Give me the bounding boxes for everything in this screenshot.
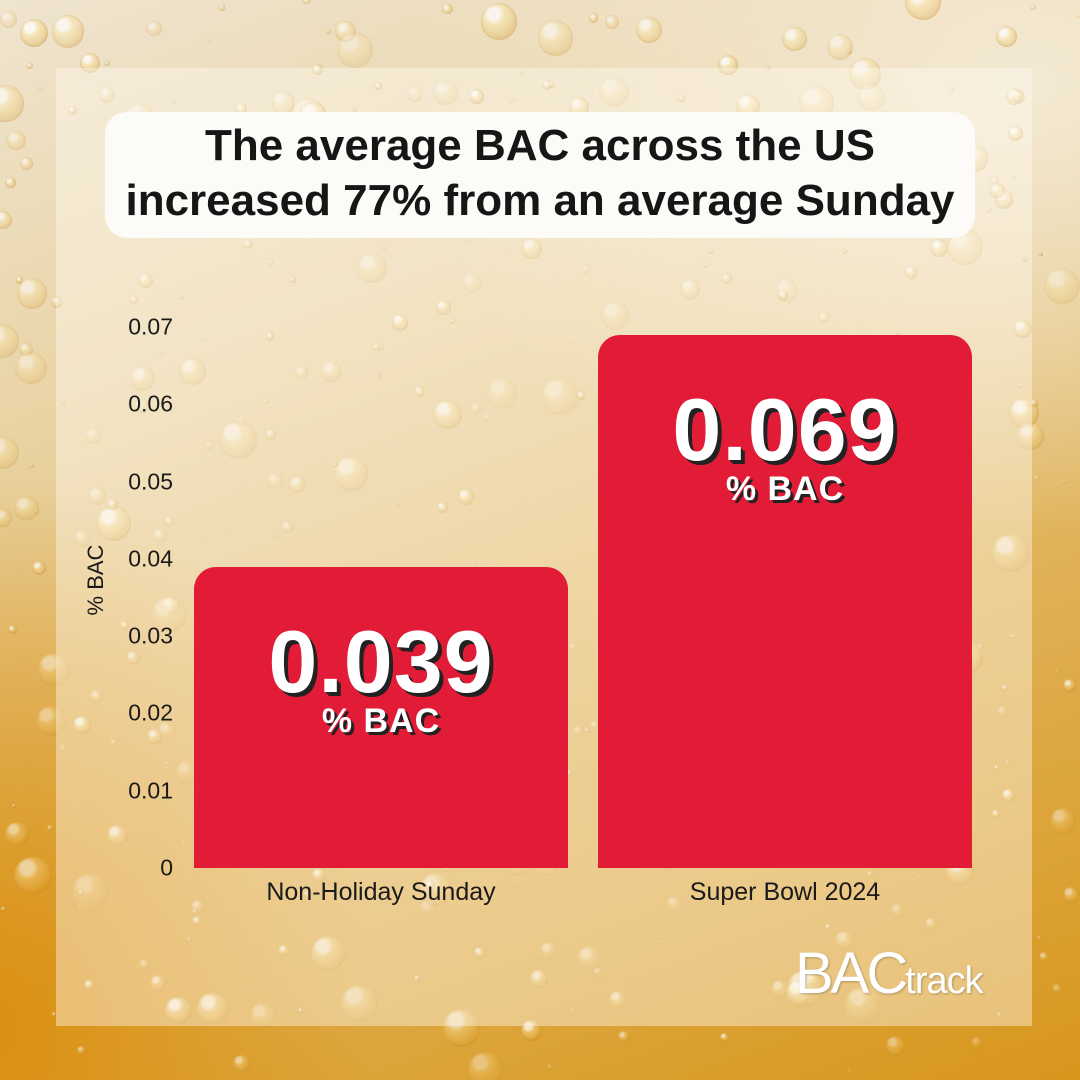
bar-2: 0.069% BAC — [598, 334, 972, 868]
bar-unit-label: % BAC — [321, 701, 441, 740]
chart-title: The average BAC across the US increased … — [105, 112, 975, 238]
logo-text-bac: BAC — [795, 941, 908, 1006]
y-tick-label: 0 — [160, 854, 173, 881]
x-category-label: Super Bowl 2024 — [689, 878, 881, 906]
chart-title-line-1: The average BAC across the US — [204, 121, 876, 170]
y-tick-label: 0.06 — [128, 390, 173, 417]
y-tick-label: 0.03 — [128, 622, 173, 649]
y-axis-label: % BAC — [83, 544, 108, 616]
y-tick-label: 0.04 — [128, 545, 173, 572]
title-box: The average BAC across the US increased … — [0, 112, 1080, 238]
bar-unit-label: % BAC — [725, 469, 845, 508]
bar-value-label: 0.039 — [268, 611, 494, 711]
chart-title-line-2: increased 77% from an average Sunday — [125, 176, 955, 225]
y-tick-label: 0.02 — [128, 699, 173, 726]
y-tick-label: 0.05 — [128, 468, 173, 495]
bactrack-logo: BACtrack — [795, 940, 984, 1007]
bar-1: 0.039% BAC — [194, 566, 568, 868]
y-tick-label: 0.07 — [128, 313, 173, 340]
bar-value-label: 0.069 — [672, 379, 898, 479]
logo-text-track: track — [905, 960, 983, 1002]
y-tick-label: 0.01 — [128, 777, 173, 804]
x-category-label: Non-Holiday Sunday — [266, 878, 496, 906]
